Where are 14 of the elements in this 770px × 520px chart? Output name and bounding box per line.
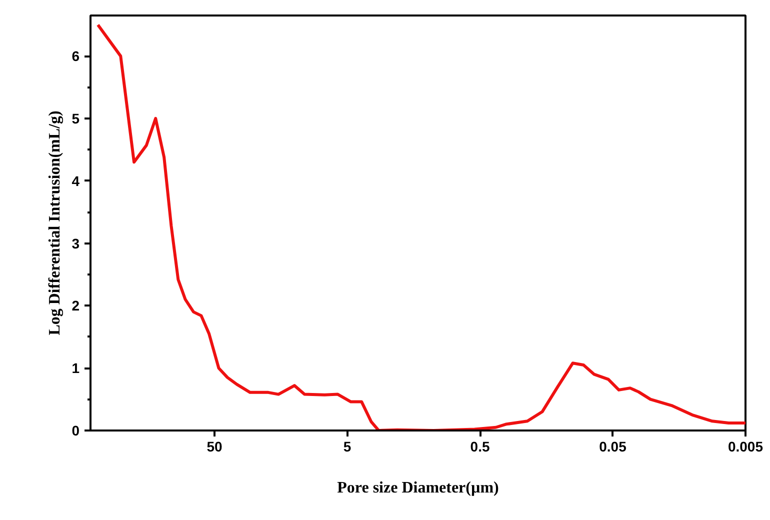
x-tick-label: 0.005 (728, 438, 764, 454)
y-tick-label: 2 (72, 298, 80, 314)
y-tick-label: 4 (72, 172, 80, 189)
x-axis-title: Pore size Diameter(µm) (337, 480, 499, 496)
y-tick-label: 1 (72, 360, 80, 376)
y-axis-title: Log Differential Intrusion(mL/g) (46, 110, 64, 336)
x-tick-label: 5 (343, 438, 352, 454)
y-tick-label: 0 (72, 422, 80, 438)
y-tick-label: 3 (72, 235, 80, 252)
x-tick-label: 50 (206, 438, 223, 454)
y-tick-label: 6 (72, 48, 80, 64)
x-tick-label: 0.5 (470, 438, 490, 454)
x-tick-label: 0.05 (599, 438, 627, 454)
y-tick-label: 5 (72, 110, 80, 126)
